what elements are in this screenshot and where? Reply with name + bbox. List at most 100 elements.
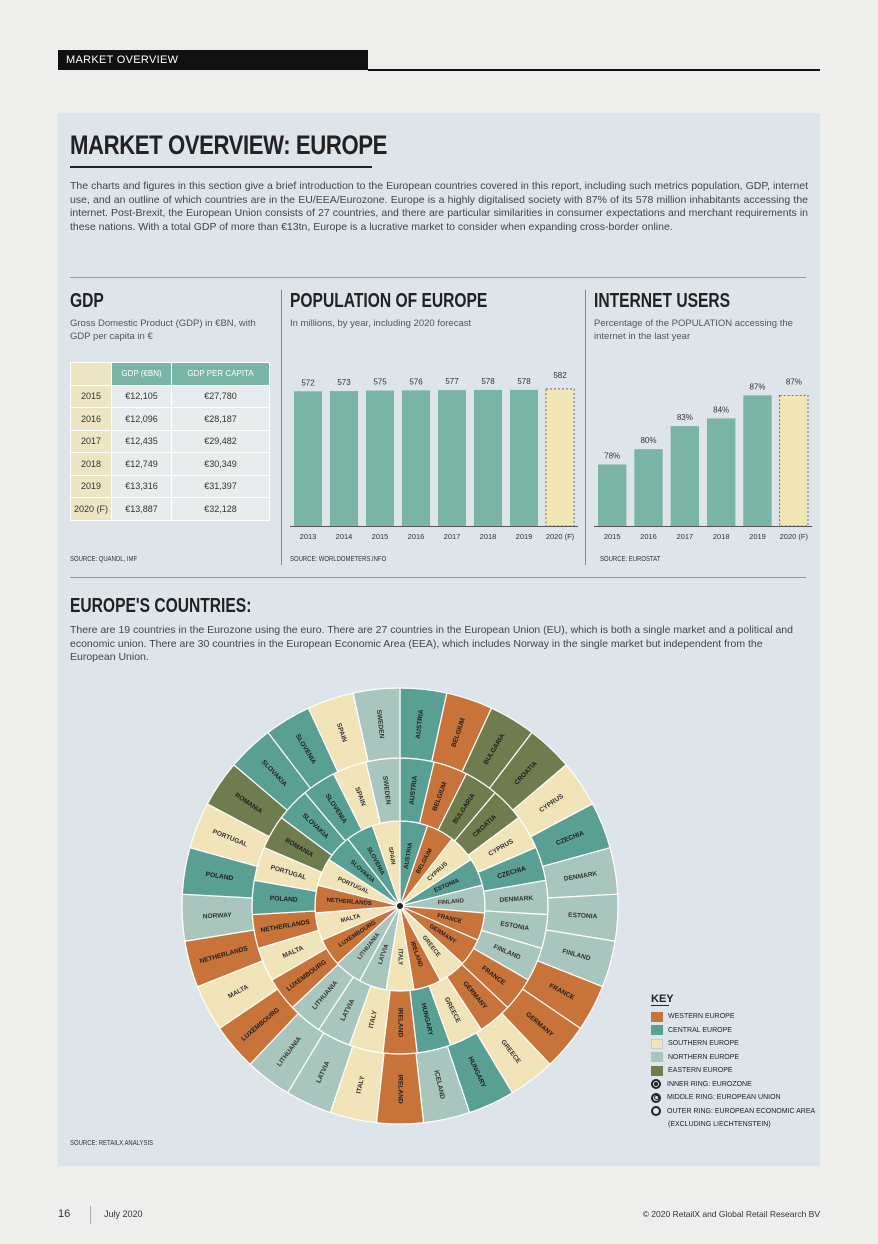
segment-label: AUSTRIA: [415, 709, 425, 739]
data-label: 83%: [677, 413, 693, 422]
data-label: 576: [409, 377, 423, 386]
key-title: KEY: [651, 993, 674, 1006]
gdp-per-capita: €32,128: [171, 497, 270, 521]
gdp-value: €13,316: [110, 474, 173, 498]
countries-rings-chart: AUSTRIA BELGIUMCYPRUSESTONIAFINLANDFRANCE…: [181, 687, 619, 1125]
key-ring-label: (EXCLUDING LIECHTENSTEIN): [668, 1121, 771, 1129]
key-ring-inner: INNER RING: EUROZONE: [651, 1078, 815, 1092]
bar: [706, 418, 736, 526]
gdp-source: SOURCE: QUANDL, IMF: [70, 556, 138, 563]
bar: [634, 449, 663, 526]
data-label: 572: [301, 378, 315, 387]
gdp-year: 2020 (F): [70, 497, 112, 521]
segment-label: NETHERLANDS: [326, 898, 372, 908]
ring-segment: [352, 687, 401, 763]
key-item: WESTERN EUROPE: [651, 1010, 815, 1024]
header-rule: [368, 69, 820, 71]
data-label: 578: [481, 377, 495, 386]
table-row: 2020 (F) €13,887 €32,128: [70, 497, 270, 521]
gdp-header-row: GDP (€BN) GDP PER CAPITA: [70, 362, 270, 386]
gdp-header-col1: GDP (€BN): [110, 362, 173, 386]
tick-label: 2014: [336, 532, 353, 541]
gdp-title: GDP: [70, 290, 104, 312]
tick-label: 2020 (F): [780, 532, 809, 541]
tick-label: 2013: [300, 532, 317, 541]
population-chart: 572 2013 573 2014 575 2015 576 2016 577 2017 578 20…: [290, 371, 578, 541]
gdp-year: 2019: [70, 474, 112, 498]
data-label: 87%: [749, 382, 765, 391]
population-subtitle: In millions, by year, including 2020 for…: [290, 318, 472, 329]
internet-source: SOURCE: EUROSTAT: [600, 556, 661, 563]
gdp-per-capita: €30,349: [171, 452, 270, 476]
tick-label: 2015: [372, 532, 389, 541]
intro-text: The charts and figures in this section g…: [70, 180, 808, 233]
segment-label: ITALY: [396, 949, 402, 965]
bar: [545, 388, 575, 527]
key-swatch: [651, 1052, 663, 1063]
key-swatch: [651, 1011, 663, 1022]
data-label: 573: [337, 378, 351, 387]
segment-label: POLAND: [270, 895, 298, 904]
title-underline: [70, 166, 372, 168]
key-item: EASTERN EUROPE: [651, 1064, 815, 1078]
tick-label: 2015: [604, 532, 621, 541]
key-item: SOUTHERN EUROPE: [651, 1037, 815, 1051]
segment-label: IRELAND: [396, 1074, 403, 1104]
gdp-per-capita: €29,482: [171, 429, 270, 453]
tick-label: 2016: [408, 532, 425, 541]
gdp-value: €12,749: [110, 452, 173, 476]
key-ring-label: OUTER RING: EUROPEAN ECONOMIC AREA: [667, 1107, 816, 1115]
gdp-year: 2018: [70, 452, 112, 476]
divider: [70, 577, 806, 578]
table-row: 2018 €12,749 €30,349: [70, 452, 270, 476]
bar: [401, 390, 431, 526]
internet-title: INTERNET USERS: [594, 290, 731, 312]
gdp-year: 2015: [70, 384, 112, 408]
key-swatch: [651, 1065, 663, 1076]
bar: [779, 394, 809, 527]
section-header: MARKET OVERVIEW: [58, 50, 368, 70]
tick-label: 2017: [676, 532, 693, 541]
data-label: 84%: [713, 405, 729, 414]
key-label: CENTRAL EUROPE: [668, 1026, 732, 1034]
countries-source: SOURCE: RETAILX ANALYSIS: [70, 1140, 154, 1147]
internet-subtitle: Percentage of the POPULATION accessing t…: [594, 318, 793, 342]
bar: [670, 426, 700, 526]
gdp-value: €12,105: [110, 384, 173, 408]
key-swatch: [651, 1025, 663, 1036]
segment-label: FINLAND: [437, 898, 464, 906]
segment-label: IRELAND: [396, 1008, 403, 1038]
tick-label: 2018: [713, 532, 730, 541]
segment-label: DENMARK: [499, 895, 533, 904]
bar: [597, 464, 627, 526]
column-divider: [585, 290, 586, 565]
key-label: SOUTHERN EUROPE: [668, 1040, 739, 1048]
table-row: 2015 €12,105 €27,780: [70, 384, 270, 408]
key-item: CENTRAL EUROPE: [651, 1024, 815, 1038]
population-title: POPULATION OF EUROPE: [290, 290, 488, 312]
segment-label: SWEDEN: [375, 709, 385, 739]
key-ring-middle: MIDDLE RING: EUROPEAN UNION: [651, 1091, 815, 1105]
internet-chart: 78% 2015 80% 2016 83% 2017 84% 2018 87% 2019 87% 20…: [594, 377, 812, 541]
table-row: 2017 €12,435 €29,482: [70, 429, 270, 453]
segment-label: SWEDEN: [381, 776, 391, 806]
bar: [437, 390, 467, 526]
data-label: 575: [373, 378, 387, 387]
column-divider: [281, 290, 282, 565]
divider: [70, 277, 806, 278]
gdp-header-corner: [70, 362, 112, 386]
middle-ring-icon: [651, 1092, 661, 1103]
bar: [293, 391, 323, 526]
bar: [743, 395, 772, 526]
tick-label: 2016: [640, 532, 657, 541]
page-title: MARKET OVERVIEW: EUROPE: [70, 130, 387, 160]
segment-label: AUSTRIA: [409, 775, 419, 805]
segment-label: FRANCE: [436, 913, 462, 925]
key-ring-outer: OUTER RING: EUROPEAN ECONOMIC AREA: [651, 1105, 815, 1119]
gdp-per-capita: €28,187: [171, 407, 270, 431]
gdp-per-capita: €27,780: [171, 384, 270, 408]
footer-divider: [90, 1206, 91, 1224]
key-label: WESTERN EUROPE: [668, 1013, 735, 1021]
segment-label: AUSTRIA: [404, 841, 414, 869]
data-label: 78%: [604, 452, 620, 461]
